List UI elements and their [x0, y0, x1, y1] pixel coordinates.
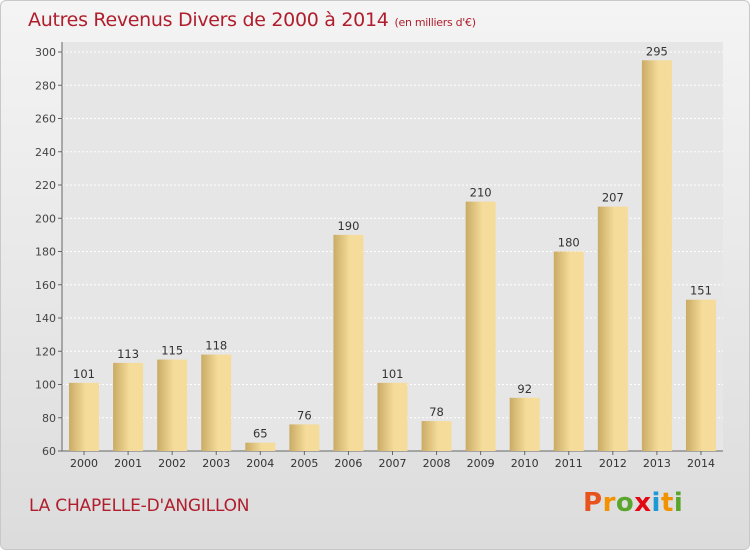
y-tick-label: 120 — [35, 345, 56, 358]
proxiti-logo: Proxiti — [583, 488, 683, 518]
y-tick-label: 180 — [35, 246, 56, 259]
chart-title-unit: (en milliers d'€) — [394, 16, 476, 29]
y-tick-label: 240 — [35, 146, 56, 159]
x-tick-label: 2001 — [114, 457, 142, 470]
logo-letter: i — [673, 488, 684, 518]
x-tick-label: 2008 — [423, 457, 451, 470]
data-label: 118 — [205, 339, 227, 353]
bar — [509, 397, 540, 451]
y-tick-label: 200 — [35, 212, 56, 225]
data-label: 180 — [558, 236, 580, 250]
x-tick-label: 2013 — [643, 457, 671, 470]
bar — [685, 299, 716, 451]
x-tick-label: 2009 — [467, 457, 495, 470]
data-label: 207 — [602, 191, 624, 205]
bar — [201, 354, 232, 451]
data-label: 92 — [517, 382, 532, 396]
y-tick-label: 160 — [35, 279, 56, 292]
bar — [465, 201, 496, 451]
y-tick-label: 220 — [35, 179, 56, 192]
bar — [245, 442, 276, 451]
x-tick-label: 2006 — [334, 457, 362, 470]
x-tick-label: 2010 — [511, 457, 539, 470]
bar — [289, 424, 320, 451]
commune-name: LA CHAPELLE-D'ANGILLON — [29, 496, 250, 516]
x-tick-label: 2002 — [158, 457, 186, 470]
logo-letter: x — [634, 488, 652, 518]
data-label: 115 — [161, 344, 183, 358]
logo-letter: t — [660, 488, 674, 518]
bar — [421, 421, 452, 451]
y-tick-label: 100 — [35, 379, 56, 392]
logo-letter: i — [651, 488, 661, 518]
bar — [157, 359, 188, 451]
chart-title: Autres Revenus Divers de 2000 à 2014 (en … — [28, 9, 476, 31]
x-tick-label: 2012 — [599, 457, 627, 470]
logo-letter: P — [583, 488, 603, 518]
x-tick-label: 2005 — [290, 457, 318, 470]
data-label: 151 — [690, 284, 712, 298]
data-label: 65 — [253, 427, 268, 441]
bar — [69, 382, 100, 451]
data-label: 113 — [117, 347, 139, 361]
data-label: 295 — [646, 44, 668, 58]
data-label: 190 — [337, 219, 359, 233]
x-tick-label: 2004 — [246, 457, 274, 470]
data-label: 78 — [429, 405, 444, 419]
bar — [377, 382, 408, 451]
bar — [641, 60, 672, 451]
x-tick-label: 2007 — [379, 457, 407, 470]
bar — [333, 234, 364, 451]
x-tick-label: 2003 — [202, 457, 230, 470]
y-tick-label: 140 — [35, 312, 56, 325]
y-tick-label: 280 — [35, 79, 56, 92]
logo-letter: r — [602, 488, 616, 518]
y-tick-label: 300 — [35, 46, 56, 59]
y-tick-label: 80 — [42, 412, 56, 425]
y-tick-label: 260 — [35, 113, 56, 126]
data-label: 101 — [382, 367, 404, 381]
bar — [553, 251, 584, 451]
x-tick-label: 2014 — [687, 457, 715, 470]
y-tick-label: 60 — [42, 445, 56, 458]
data-label: 210 — [470, 186, 492, 200]
x-tick-label: 2000 — [70, 457, 98, 470]
bar — [597, 206, 628, 451]
bar — [113, 362, 144, 451]
chart-title-main: Autres Revenus Divers de 2000 à 2014 — [28, 9, 389, 31]
logo-letter: o — [615, 488, 635, 518]
x-tick-label: 2011 — [555, 457, 583, 470]
data-label: 76 — [297, 408, 312, 422]
data-label: 101 — [73, 367, 95, 381]
